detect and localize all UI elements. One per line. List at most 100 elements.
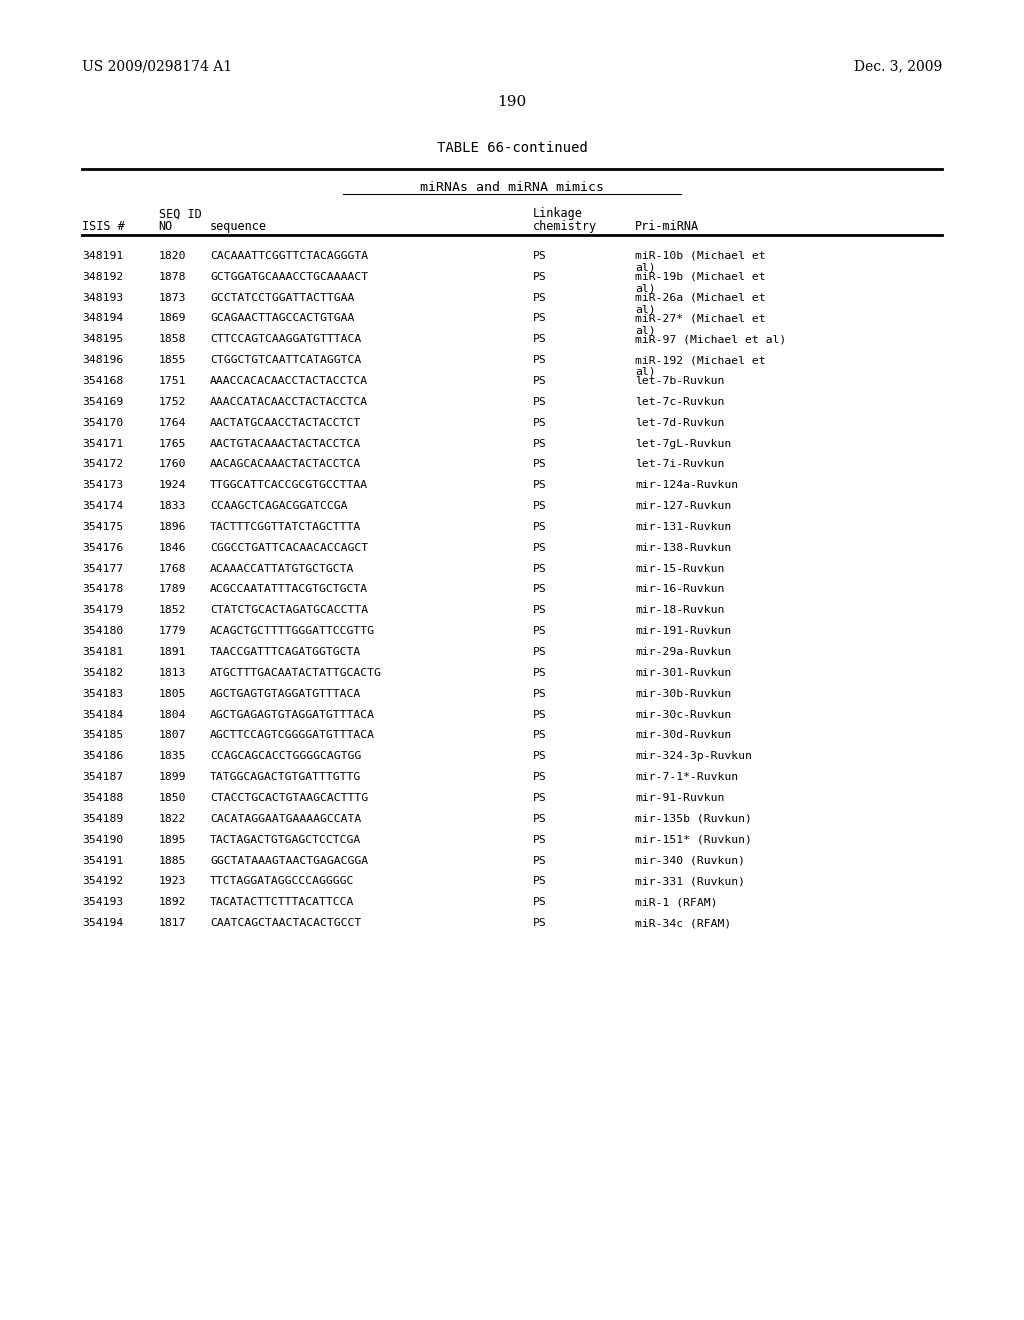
- Text: AGCTGAGAGTGTAGGATGTTTACA: AGCTGAGAGTGTAGGATGTTTACA: [210, 710, 375, 719]
- Text: PS: PS: [532, 564, 546, 574]
- Text: Pri-miRNA: Pri-miRNA: [635, 220, 699, 234]
- Text: sequence: sequence: [210, 220, 267, 234]
- Text: mir-124a-Ruvkun: mir-124a-Ruvkun: [635, 480, 738, 490]
- Text: mir-138-Ruvkun: mir-138-Ruvkun: [635, 543, 731, 553]
- Text: 1760: 1760: [159, 459, 186, 470]
- Text: 1805: 1805: [159, 689, 186, 698]
- Text: CGGCCTGATTCACAACACCAGCT: CGGCCTGATTCACAACACCAGCT: [210, 543, 368, 553]
- Text: 354177: 354177: [82, 564, 123, 574]
- Text: ISIS #: ISIS #: [82, 220, 125, 234]
- Text: mir-30c-Ruvkun: mir-30c-Ruvkun: [635, 710, 731, 719]
- Text: 354186: 354186: [82, 751, 123, 762]
- Text: 1873: 1873: [159, 293, 186, 302]
- Text: 354168: 354168: [82, 376, 123, 385]
- Text: mir-127-Ruvkun: mir-127-Ruvkun: [635, 502, 731, 511]
- Text: al): al): [635, 263, 655, 273]
- Text: CTATCTGCACTAGATGCACCTTA: CTATCTGCACTAGATGCACCTTA: [210, 606, 368, 615]
- Text: chemistry: chemistry: [532, 220, 597, 234]
- Text: TAACCGATTTCAGATGGTGCTA: TAACCGATTTCAGATGGTGCTA: [210, 647, 361, 657]
- Text: 1892: 1892: [159, 898, 186, 907]
- Text: mir-131-Ruvkun: mir-131-Ruvkun: [635, 521, 731, 532]
- Text: 1804: 1804: [159, 710, 186, 719]
- Text: PS: PS: [532, 417, 546, 428]
- Text: 348196: 348196: [82, 355, 123, 366]
- Text: 1878: 1878: [159, 272, 186, 281]
- Text: NO: NO: [159, 220, 173, 234]
- Text: AGCTTCCAGTCGGGGATGTTTACA: AGCTTCCAGTCGGGGATGTTTACA: [210, 730, 375, 741]
- Text: let-7c-Ruvkun: let-7c-Ruvkun: [635, 397, 724, 407]
- Text: 1779: 1779: [159, 626, 186, 636]
- Text: mir-30b-Ruvkun: mir-30b-Ruvkun: [635, 689, 731, 698]
- Text: 1833: 1833: [159, 502, 186, 511]
- Text: PS: PS: [532, 834, 546, 845]
- Text: 1835: 1835: [159, 751, 186, 762]
- Text: miR-19b (Michael et: miR-19b (Michael et: [635, 272, 766, 281]
- Text: 354179: 354179: [82, 606, 123, 615]
- Text: al): al): [635, 284, 655, 293]
- Text: 190: 190: [498, 95, 526, 110]
- Text: let-7gL-Ruvkun: let-7gL-Ruvkun: [635, 438, 731, 449]
- Text: ACAGCTGCTTTTGGGATTCCGTTG: ACAGCTGCTTTTGGGATTCCGTTG: [210, 626, 375, 636]
- Text: PS: PS: [532, 543, 546, 553]
- Text: PS: PS: [532, 793, 546, 803]
- Text: 354185: 354185: [82, 730, 123, 741]
- Text: TACATACTTCTTTACATTCCA: TACATACTTCTTTACATTCCA: [210, 898, 354, 907]
- Text: mir-191-Ruvkun: mir-191-Ruvkun: [635, 626, 731, 636]
- Text: 348195: 348195: [82, 334, 123, 345]
- Text: miR-1 (RFAM): miR-1 (RFAM): [635, 898, 718, 907]
- Text: 1820: 1820: [159, 251, 186, 261]
- Text: GGCTATAAAGTAACTGAGACGGA: GGCTATAAAGTAACTGAGACGGA: [210, 855, 368, 866]
- Text: 354172: 354172: [82, 459, 123, 470]
- Text: 354174: 354174: [82, 502, 123, 511]
- Text: PS: PS: [532, 668, 546, 678]
- Text: PS: PS: [532, 710, 546, 719]
- Text: 354191: 354191: [82, 855, 123, 866]
- Text: PS: PS: [532, 689, 546, 698]
- Text: miR-26a (Michael et: miR-26a (Michael et: [635, 293, 766, 302]
- Text: mir-301-Ruvkun: mir-301-Ruvkun: [635, 668, 731, 678]
- Text: mir-324-3p-Ruvkun: mir-324-3p-Ruvkun: [635, 751, 752, 762]
- Text: 354175: 354175: [82, 521, 123, 532]
- Text: 1765: 1765: [159, 438, 186, 449]
- Text: PS: PS: [532, 521, 546, 532]
- Text: 354169: 354169: [82, 397, 123, 407]
- Text: mir-29a-Ruvkun: mir-29a-Ruvkun: [635, 647, 731, 657]
- Text: 1846: 1846: [159, 543, 186, 553]
- Text: PS: PS: [532, 438, 546, 449]
- Text: PS: PS: [532, 751, 546, 762]
- Text: PS: PS: [532, 647, 546, 657]
- Text: 354171: 354171: [82, 438, 123, 449]
- Text: 1813: 1813: [159, 668, 186, 678]
- Text: let-7b-Ruvkun: let-7b-Ruvkun: [635, 376, 724, 385]
- Text: 354173: 354173: [82, 480, 123, 490]
- Text: mir-135b (Ruvkun): mir-135b (Ruvkun): [635, 814, 752, 824]
- Text: mir-151* (Ruvkun): mir-151* (Ruvkun): [635, 834, 752, 845]
- Text: let-7i-Ruvkun: let-7i-Ruvkun: [635, 459, 724, 470]
- Text: 1869: 1869: [159, 313, 186, 323]
- Text: 1768: 1768: [159, 564, 186, 574]
- Text: ACGCCAATATTTACGTGCTGCTA: ACGCCAATATTTACGTGCTGCTA: [210, 585, 368, 594]
- Text: 354192: 354192: [82, 876, 123, 887]
- Text: PS: PS: [532, 355, 546, 366]
- Text: 1895: 1895: [159, 834, 186, 845]
- Text: miR-192 (Michael et: miR-192 (Michael et: [635, 355, 766, 366]
- Text: 1850: 1850: [159, 793, 186, 803]
- Text: 354183: 354183: [82, 689, 123, 698]
- Text: AACAGCACAAACTACTACCTCA: AACAGCACAAACTACTACCTCA: [210, 459, 361, 470]
- Text: PS: PS: [532, 898, 546, 907]
- Text: 354193: 354193: [82, 898, 123, 907]
- Text: TACTAGACTGTGAGCTCCTCGA: TACTAGACTGTGAGCTCCTCGA: [210, 834, 361, 845]
- Text: PS: PS: [532, 919, 546, 928]
- Text: PS: PS: [532, 814, 546, 824]
- Text: 1923: 1923: [159, 876, 186, 887]
- Text: AAACCACACAACCTACTACCTCA: AAACCACACAACCTACTACCTCA: [210, 376, 368, 385]
- Text: miRNAs and miRNA mimics: miRNAs and miRNA mimics: [420, 181, 604, 194]
- Text: CCAAGCTCAGACGGATCCGA: CCAAGCTCAGACGGATCCGA: [210, 502, 347, 511]
- Text: PS: PS: [532, 397, 546, 407]
- Text: CTTCCAGTCAAGGATGTTTACA: CTTCCAGTCAAGGATGTTTACA: [210, 334, 361, 345]
- Text: miR-34c (RFAM): miR-34c (RFAM): [635, 919, 731, 928]
- Text: PS: PS: [532, 502, 546, 511]
- Text: 348191: 348191: [82, 251, 123, 261]
- Text: 1752: 1752: [159, 397, 186, 407]
- Text: 1807: 1807: [159, 730, 186, 741]
